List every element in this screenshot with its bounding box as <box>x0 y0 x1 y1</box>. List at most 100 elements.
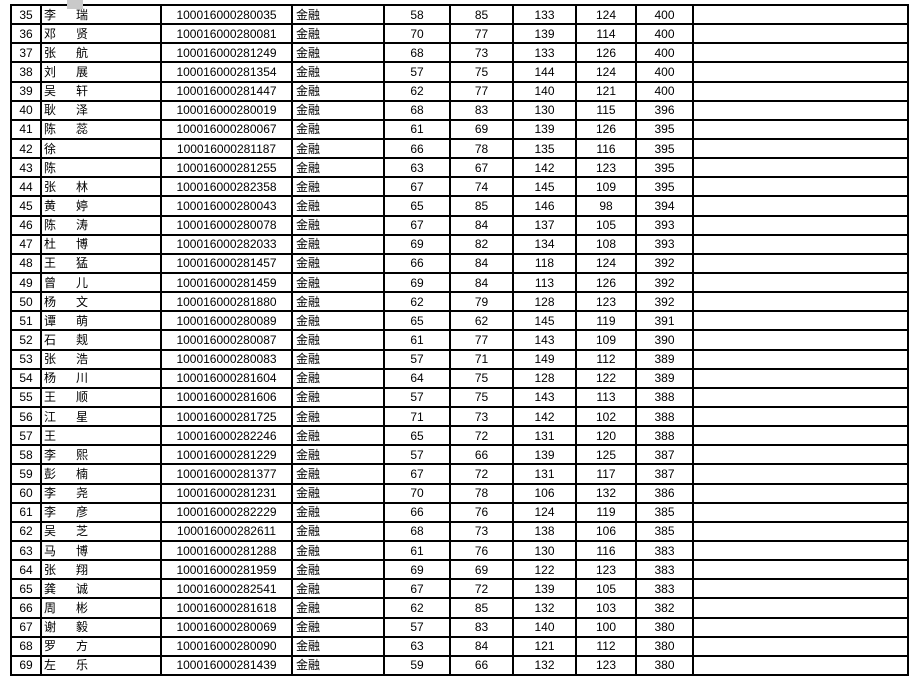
name-visible-part: 博 <box>76 543 89 558</box>
empty-cell <box>692 578 909 600</box>
score-cell-3: 142 <box>512 157 577 179</box>
score-cell-1: 70 <box>383 23 451 45</box>
candidate-id-cell: 100016000280019 <box>160 99 293 121</box>
candidate-id-cell: 100016000280087 <box>160 329 293 351</box>
score-cell-3: 140 <box>512 80 577 102</box>
score-cell-2: 75 <box>449 386 514 408</box>
score-cell-2: 69 <box>449 118 514 140</box>
score-cell-1: 62 <box>383 80 451 102</box>
row-number-cell: 44 <box>10 176 42 198</box>
score-cell-2: 84 <box>449 214 514 236</box>
empty-cell <box>692 635 909 657</box>
score-cell-3: 121 <box>512 635 577 657</box>
row-number-cell: 59 <box>10 463 42 485</box>
candidate-id-cell: 100016000280090 <box>160 635 293 657</box>
name-visible-part: 杨 <box>44 371 57 386</box>
score-cell-2: 62 <box>449 310 514 332</box>
row-number-cell: 38 <box>10 61 42 83</box>
score-cell-3: 149 <box>512 348 577 370</box>
student-name-cell: 陈蕊 <box>40 118 162 140</box>
empty-cell <box>692 367 909 389</box>
score-cell-4: 105 <box>575 578 637 600</box>
name-visible-part: 杜 <box>44 237 57 252</box>
student-name-cell: 徐 <box>40 137 162 160</box>
score-cell-3: 132 <box>512 654 577 677</box>
name-visible-part: 乐 <box>76 658 89 673</box>
score-cell-4: 123 <box>575 291 637 313</box>
empty-cell <box>692 291 909 313</box>
score-cell-2: 82 <box>449 233 514 255</box>
candidate-id-cell: 100016000281229 <box>160 444 293 466</box>
candidate-id-cell: 100016000280083 <box>160 348 293 370</box>
total-score-cell: 387 <box>635 463 694 485</box>
total-score-cell: 387 <box>635 444 694 466</box>
candidate-id-cell: 100016000280081 <box>160 23 293 45</box>
row-number-cell: 55 <box>10 386 42 408</box>
name-visible-part: 吴 <box>44 84 57 99</box>
candidate-id-cell: 100016000281288 <box>160 539 293 562</box>
total-score-cell: 388 <box>635 425 694 447</box>
score-cell-3: 145 <box>512 310 577 332</box>
name-visible-part: 涛 <box>76 218 89 233</box>
score-cell-3: 138 <box>512 520 577 542</box>
row-number-cell: 53 <box>10 348 42 370</box>
major-cell: 金融 <box>291 214 385 236</box>
score-cell-3: 124 <box>512 501 577 523</box>
row-number-cell: 57 <box>10 425 42 447</box>
empty-cell <box>692 597 909 619</box>
score-cell-4: 123 <box>575 654 637 677</box>
score-cell-3: 132 <box>512 597 577 619</box>
score-cell-3: 145 <box>512 176 577 198</box>
score-cell-1: 68 <box>383 42 451 64</box>
name-visible-part: 博 <box>76 237 89 252</box>
name-visible-part: 萌 <box>76 313 89 328</box>
score-cell-3: 128 <box>512 367 577 389</box>
empty-cell <box>692 214 909 236</box>
table-row: 49 曾儿 100016000281459 金融 69 84 113 126 392 <box>10 271 909 294</box>
table-row: 63 马博 100016000281288 金融 61 76 130 116 383 <box>10 539 909 562</box>
score-table-body: 35 李瑞 100016000280035 金融 58 85 133 124 400 36 邓贤 10… <box>10 3 909 677</box>
student-name-cell: 罗方 <box>40 635 162 657</box>
name-visible-part: 徐 <box>44 141 57 156</box>
name-visible-part: 陈 <box>44 122 57 137</box>
row-number-cell: 62 <box>10 520 42 542</box>
score-cell-2: 84 <box>449 271 514 294</box>
table-row: 38 刘展 100016000281354 金融 57 75 144 124 400 <box>10 61 909 83</box>
empty-cell <box>692 252 909 274</box>
score-cell-4: 124 <box>575 3 637 26</box>
row-number-cell: 51 <box>10 310 42 332</box>
name-visible-part: 谭 <box>44 313 57 328</box>
total-score-cell: 393 <box>635 233 694 255</box>
name-visible-part: 陈 <box>44 160 57 175</box>
name-visible-part: 儿 <box>76 275 89 290</box>
candidate-id-cell: 100016000282611 <box>160 520 293 542</box>
table-row: 67 谢毅 100016000280069 金融 57 83 140 100 380 <box>10 616 909 638</box>
empty-cell <box>692 99 909 121</box>
document-sheet: 35 李瑞 100016000280035 金融 58 85 133 124 400 36 邓贤 10… <box>10 0 909 677</box>
score-cell-4: 108 <box>575 233 637 255</box>
total-score-cell: 393 <box>635 214 694 236</box>
student-name-cell: 王 <box>40 425 162 447</box>
candidate-id-cell: 100016000281377 <box>160 463 293 485</box>
name-visible-part: 耿 <box>44 103 57 118</box>
row-number-cell: 68 <box>10 635 42 657</box>
major-cell: 金融 <box>291 444 385 466</box>
score-cell-2: 76 <box>449 539 514 562</box>
score-cell-4: 126 <box>575 42 637 64</box>
score-cell-2: 75 <box>449 61 514 83</box>
major-cell: 金融 <box>291 559 385 581</box>
score-cell-4: 120 <box>575 425 637 447</box>
candidate-id-cell: 100016000280069 <box>160 616 293 638</box>
candidate-id-cell: 100016000281249 <box>160 42 293 64</box>
total-score-cell: 392 <box>635 271 694 294</box>
candidate-id-cell: 100016000281604 <box>160 367 293 389</box>
score-cell-1: 66 <box>383 501 451 523</box>
table-row: 65 龚诚 100016000282541 金融 67 72 139 105 383 <box>10 578 909 600</box>
score-cell-3: 139 <box>512 23 577 45</box>
candidate-id-cell: 100016000282358 <box>160 176 293 198</box>
score-cell-3: 131 <box>512 425 577 447</box>
score-cell-1: 57 <box>383 348 451 370</box>
student-name-cell: 杨文 <box>40 291 162 313</box>
major-cell: 金融 <box>291 157 385 179</box>
score-cell-4: 122 <box>575 367 637 389</box>
